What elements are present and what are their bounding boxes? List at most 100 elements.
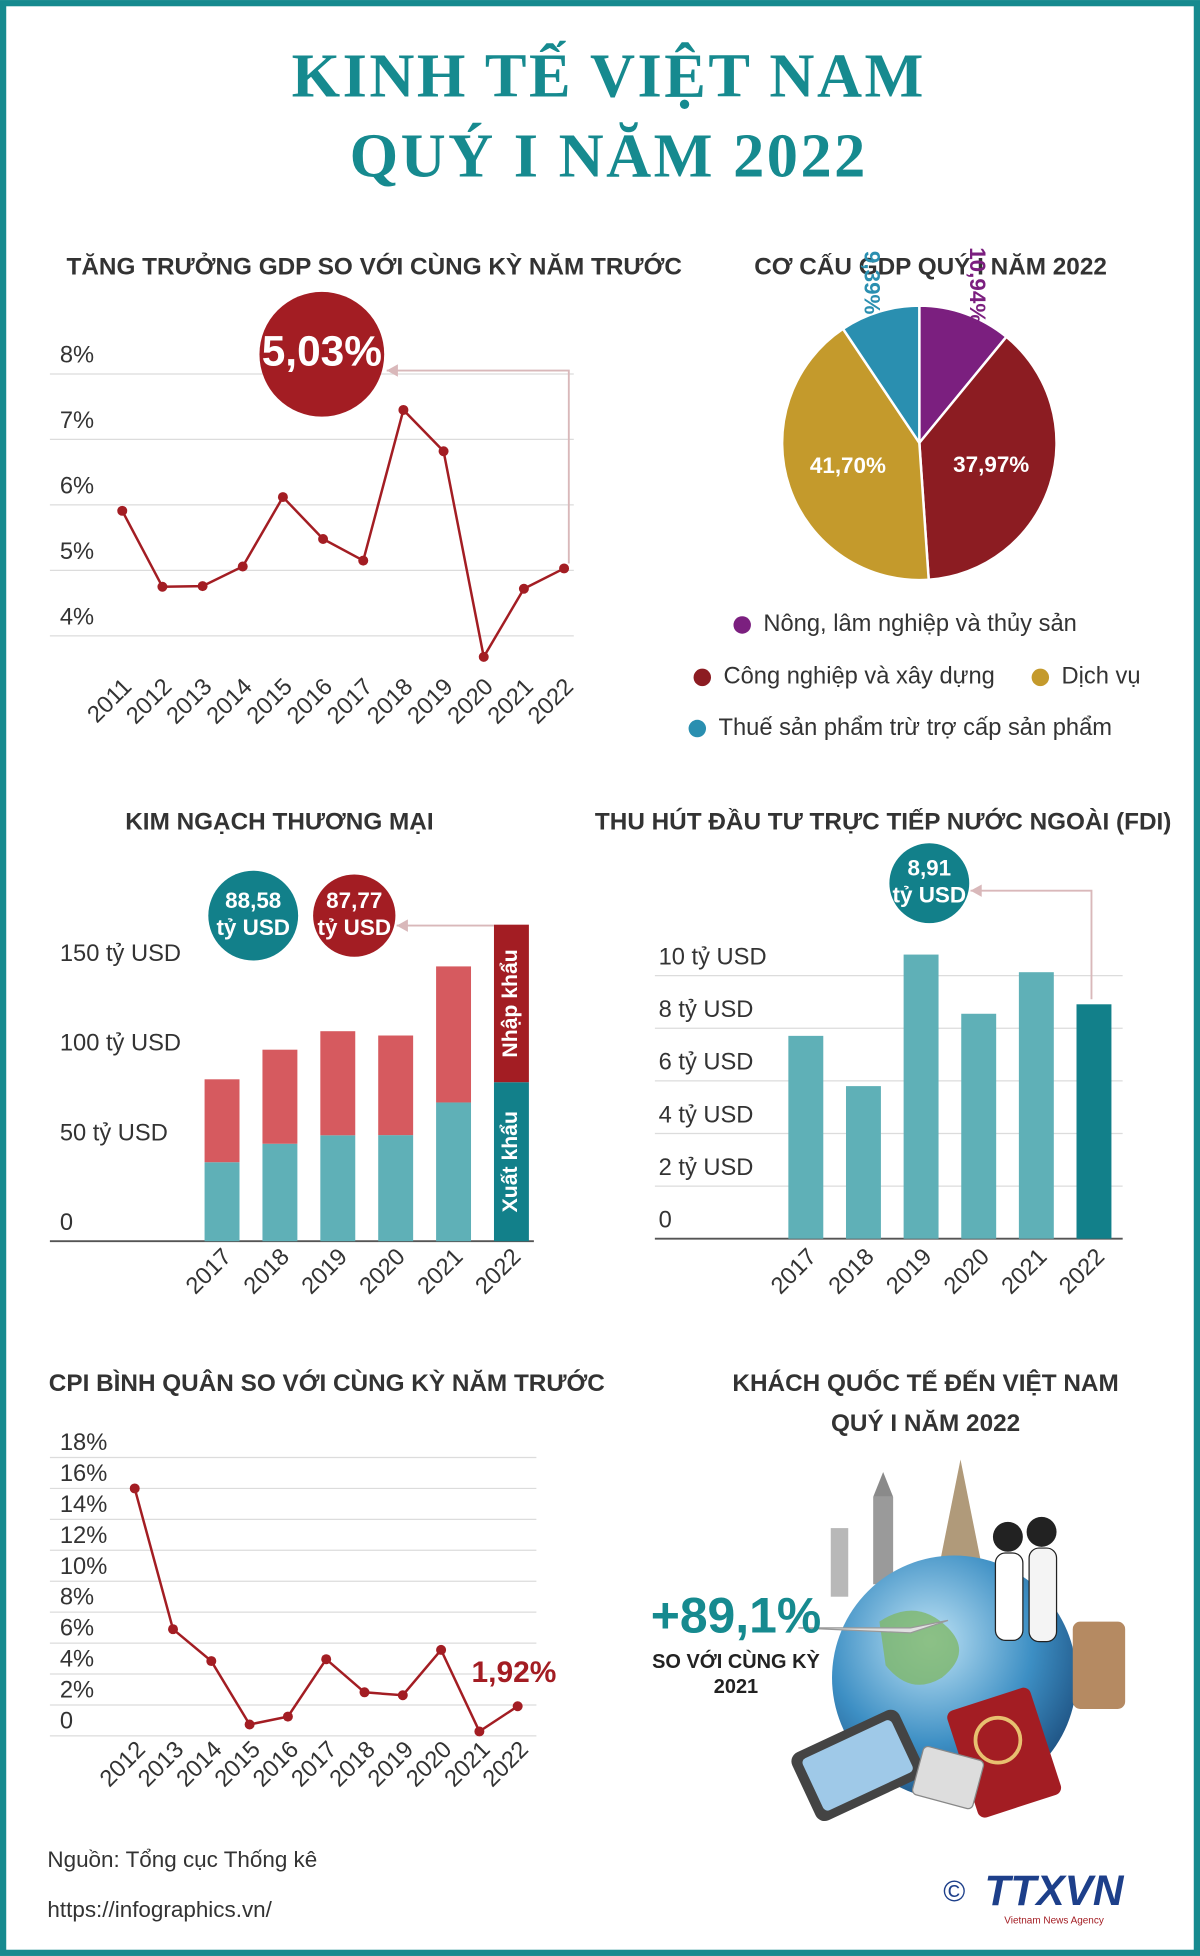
y-tick-label: 18% xyxy=(60,1430,107,1456)
value-label-line: tỷ USD xyxy=(893,883,967,908)
point xyxy=(559,563,570,574)
y-tick-label: 0 xyxy=(60,1708,73,1734)
bar-segment xyxy=(436,1102,472,1242)
y-tick-label: 10% xyxy=(60,1554,107,1580)
point xyxy=(518,583,529,594)
value-label: 5,03% xyxy=(262,328,382,375)
y-tick-label: 4 tỷ USD xyxy=(659,1102,754,1128)
legend-marker xyxy=(733,616,751,634)
bar xyxy=(903,954,939,1239)
y-tick-label: 8% xyxy=(60,1585,94,1611)
y-tick-label: 0 xyxy=(60,1210,73,1236)
point xyxy=(129,1483,140,1494)
y-tick-label: 8 tỷ USD xyxy=(659,997,754,1023)
page-title: KINH TẾ VIỆT NAM xyxy=(292,40,926,111)
bar-segment xyxy=(378,1135,414,1242)
bar xyxy=(788,1035,824,1239)
point xyxy=(474,1726,485,1737)
point xyxy=(206,1656,217,1667)
point xyxy=(282,1711,293,1722)
point xyxy=(157,581,168,592)
agency: Vietnam News Agency xyxy=(1004,1916,1104,1927)
bar-segment xyxy=(204,1162,240,1242)
point xyxy=(237,561,248,572)
legend-label: Nhập khẩu xyxy=(499,949,522,1057)
legend-marker xyxy=(693,668,712,687)
y-tick-label: 5% xyxy=(60,539,94,565)
value-label: 9,39% xyxy=(860,251,885,315)
bar-segment xyxy=(493,924,529,1083)
bar-segment xyxy=(436,966,472,1103)
legend-label: Nông, lâm nghiệp và thủy sản xyxy=(763,611,1076,637)
bar xyxy=(1076,1004,1112,1239)
y-tick-label: 6% xyxy=(60,1616,94,1642)
value-label: 10,94% xyxy=(965,247,990,323)
arrow-head xyxy=(970,884,982,897)
bar-segment xyxy=(378,1035,414,1136)
callout-circle xyxy=(208,870,299,961)
y-tick-label: 6 tỷ USD xyxy=(659,1050,754,1076)
chart-title: KIM NGẠCH THƯƠNG MẠI xyxy=(125,809,433,836)
y-tick-label: 14% xyxy=(60,1492,107,1518)
bar-segment xyxy=(493,1082,529,1242)
chart-title: CPI BÌNH QUÂN SO VỚI CÙNG KỲ NĂM TRƯỚC xyxy=(49,1369,605,1397)
point xyxy=(277,492,288,503)
y-tick-label: 2 tỷ USD xyxy=(659,1155,754,1181)
bar xyxy=(961,1013,997,1239)
value-label: 1,92% xyxy=(472,1656,557,1689)
chart-title: THU HÚT ĐẦU TƯ TRỰC TIẾP NƯỚC NGOÀI (FDI… xyxy=(595,808,1171,836)
point xyxy=(318,533,329,544)
value-label: 41,70% xyxy=(810,453,886,478)
value-label-line: 8,91 xyxy=(907,856,951,881)
pie-slice xyxy=(841,304,921,447)
connector xyxy=(386,369,570,564)
source: Nguồn: Tổng cục Thống kê xyxy=(47,1847,317,1872)
bar-segment xyxy=(262,1143,298,1242)
arrow-head xyxy=(386,364,398,377)
point xyxy=(478,651,489,662)
y-tick-label: 16% xyxy=(60,1461,107,1487)
callout-circle xyxy=(889,843,970,924)
legend-label: Xuất khẩu xyxy=(499,1111,522,1212)
tourism-title: QUÝ I NĂM 2022 xyxy=(831,1409,1020,1437)
value-label: 37,97% xyxy=(953,452,1029,477)
y-tick-label: 10 tỷ USD xyxy=(659,944,767,970)
point xyxy=(512,1701,523,1712)
bar xyxy=(1018,972,1054,1239)
y-tick-label: 2% xyxy=(60,1678,94,1704)
point xyxy=(321,1654,332,1665)
tourism-note: SO VỚI CÙNG KỲ xyxy=(652,1649,820,1673)
legend-label: Dịch vụ xyxy=(1062,664,1141,690)
pie-slice xyxy=(918,335,1058,582)
bar-segment xyxy=(262,1049,298,1144)
tourism-value: +89,1% xyxy=(651,1587,822,1643)
tourism-note: 2021 xyxy=(714,1676,758,1698)
point xyxy=(359,1687,370,1698)
y-tick-label: 6% xyxy=(60,474,94,500)
pie-slice xyxy=(780,327,931,582)
y-tick-label: 4% xyxy=(60,1647,94,1673)
value-label: 87,77 tỷ USD xyxy=(317,888,391,940)
point xyxy=(244,1719,255,1730)
url[interactable]: https://infographics.vn/ xyxy=(47,1897,272,1922)
point xyxy=(436,1644,447,1655)
y-tick-label: 12% xyxy=(60,1523,107,1549)
legend-marker xyxy=(1031,668,1050,687)
bar-segment xyxy=(320,1135,356,1242)
y-tick-label: 7% xyxy=(60,408,94,434)
arrow-head xyxy=(396,919,408,932)
point xyxy=(438,446,449,457)
y-tick-label: 100 tỷ USD xyxy=(60,1031,181,1057)
point xyxy=(168,1624,179,1635)
point xyxy=(398,404,409,415)
pie-slice xyxy=(918,304,1009,447)
callout-circle xyxy=(259,291,385,417)
value-label: 88,58 tỷ USD xyxy=(216,888,290,940)
legend-label: Thuế sản phẩm trừ trợ cấp sản phẩm xyxy=(719,715,1112,741)
value-label: 8,91 tỷ USD xyxy=(893,856,967,908)
bar-segment xyxy=(320,1031,356,1136)
page-subtitle: QUÝ I NĂM 2022 xyxy=(350,122,868,191)
legend-label: Công nghiệp và xây dựng xyxy=(723,664,994,690)
